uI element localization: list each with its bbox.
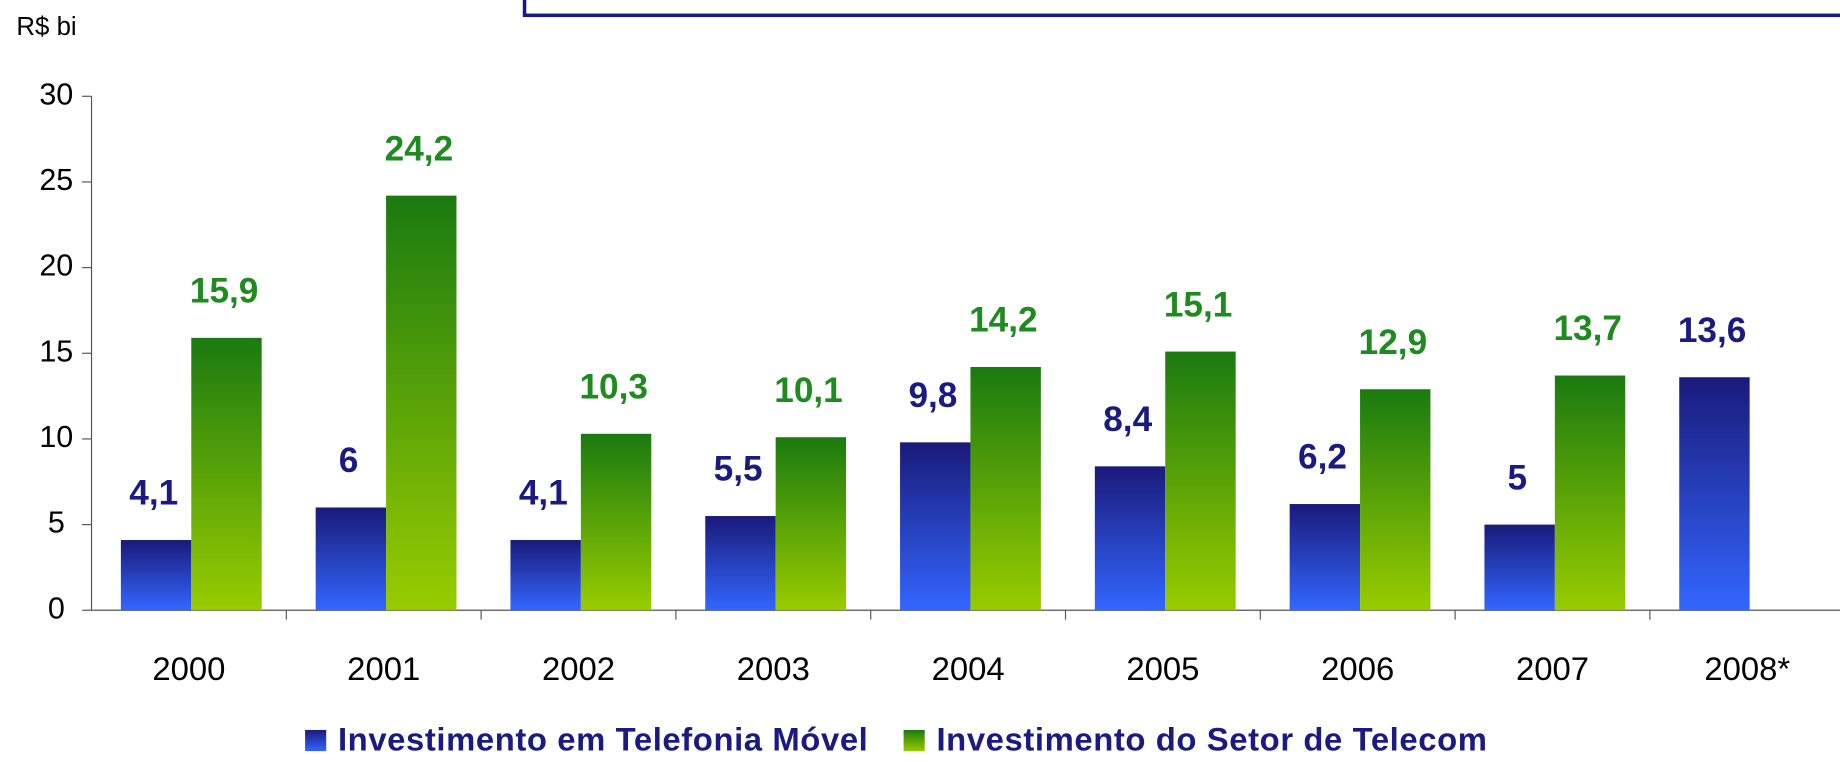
bar xyxy=(580,433,652,611)
data-label: 24,2 xyxy=(385,129,453,168)
bar xyxy=(970,366,1041,611)
bar xyxy=(705,516,776,611)
y-tick-label: 10 xyxy=(39,420,73,454)
data-label: 13,6 xyxy=(1678,311,1747,350)
data-label: 15,1 xyxy=(1164,285,1233,324)
x-tick-label: 2008* xyxy=(1704,650,1790,687)
y-tick-label: 5 xyxy=(48,506,65,540)
bar xyxy=(315,507,387,611)
y-tick-label: 30 xyxy=(39,77,73,111)
data-label: 12,9 xyxy=(1359,323,1428,362)
data-label: 10,3 xyxy=(579,367,648,406)
bar xyxy=(775,437,847,611)
data-label: 9,8 xyxy=(908,376,957,415)
data-label: 5,5 xyxy=(714,450,763,489)
y-tick-label: 25 xyxy=(39,163,73,197)
data-label: 8,4 xyxy=(1103,400,1152,439)
data-label: 13,7 xyxy=(1553,309,1622,348)
data-label: 15,9 xyxy=(190,272,259,311)
legend-label: Investimento em Telefonia Móvel xyxy=(338,720,868,757)
bar xyxy=(1484,524,1555,611)
y-axis-label: R$ bi xyxy=(16,13,76,41)
x-tick-label: 2000 xyxy=(152,650,225,687)
y-tick-label: 15 xyxy=(39,334,73,368)
legend-swatch xyxy=(903,729,925,752)
data-label: 5 xyxy=(1508,458,1528,497)
bar xyxy=(191,337,262,611)
bar xyxy=(510,540,581,611)
bar xyxy=(1360,389,1431,611)
y-tick-label: 20 xyxy=(39,249,73,283)
y-tick-label: 0 xyxy=(48,591,65,625)
x-tick-label: 2001 xyxy=(347,650,420,687)
x-tick-label: 2003 xyxy=(737,650,810,687)
bar xyxy=(1165,351,1236,611)
data-label: 14,2 xyxy=(969,301,1038,340)
bar xyxy=(1289,504,1361,611)
legend-label: Investimento do Setor de Telecom xyxy=(936,720,1487,757)
bar xyxy=(1554,375,1626,611)
bar xyxy=(1094,466,1166,611)
data-label: 6,2 xyxy=(1298,438,1347,477)
header-box xyxy=(522,0,1840,18)
bar xyxy=(900,442,971,611)
data-label: 6 xyxy=(339,441,359,480)
legend-swatch xyxy=(305,729,327,752)
x-tick-label: 2005 xyxy=(1126,650,1199,687)
data-label: 10,1 xyxy=(774,371,843,410)
x-tick-label: 2002 xyxy=(542,650,615,687)
data-label: 4,1 xyxy=(519,474,568,513)
x-tick-label: 2006 xyxy=(1321,650,1394,687)
x-tick-label: 2007 xyxy=(1516,650,1589,687)
bar xyxy=(1679,377,1750,611)
bar xyxy=(120,540,192,611)
bar xyxy=(386,195,457,611)
data-label: 4,1 xyxy=(129,474,178,513)
x-tick-label: 2004 xyxy=(932,650,1005,687)
